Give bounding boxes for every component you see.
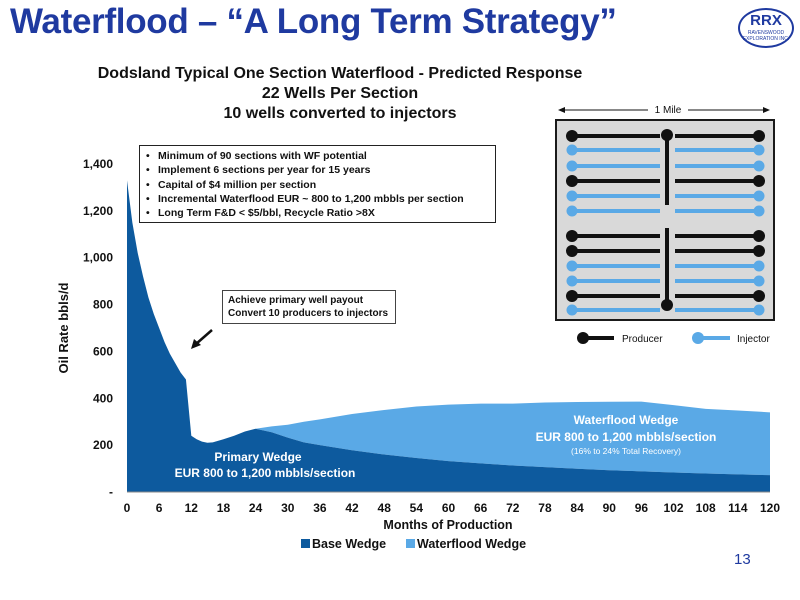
injector-well-right	[753, 160, 765, 172]
scale-bar-arrow-left	[558, 107, 565, 113]
injector-well-left	[566, 260, 578, 272]
logo-ring	[738, 8, 794, 48]
x-tick-label: 102	[664, 501, 684, 515]
chart-title-line2: 22 Wells Per Section	[261, 85, 419, 102]
x-tick-label: 66	[474, 501, 488, 515]
x-tick-label: 54	[410, 501, 424, 515]
y-tick-label: 1,000	[83, 251, 113, 265]
injector-well-right	[753, 304, 765, 316]
x-tick-label: 108	[696, 501, 716, 515]
injector-well-right	[753, 190, 765, 202]
injector-well-left	[566, 190, 578, 202]
y-tick-label: 1,400	[83, 157, 113, 171]
x-tick-label: 24	[249, 501, 263, 515]
producer-well-left	[566, 175, 578, 187]
key-point: Capital of $4 million per section	[146, 178, 491, 192]
producer-well-left	[566, 230, 578, 242]
slide-title: Waterflood – “A Long Term Strategy”	[10, 2, 617, 41]
x-tick-label: 96	[635, 501, 649, 515]
callout-line1: Achieve primary well payout	[228, 295, 364, 306]
x-tick-label: 72	[506, 501, 520, 515]
x-tick-label: 120	[760, 501, 780, 515]
producer-well-right	[753, 230, 765, 242]
x-tick-label: 42	[345, 501, 359, 515]
x-tick-label: 78	[538, 501, 552, 515]
x-tick-label: 48	[378, 501, 392, 515]
chart-title-line3: 10 wells converted to injectors	[223, 105, 457, 122]
scale-bar-label: 1 Mile	[655, 105, 682, 116]
scale-bar-arrow-right	[763, 107, 770, 113]
chart-title: Dodsland Typical One Section Waterflood …	[60, 64, 620, 124]
key-point: Implement 6 sections per year for 15 yea…	[146, 163, 491, 177]
logo-subtitle-line1: RAVENSWOOD	[747, 30, 785, 36]
producer-well-left	[566, 245, 578, 257]
x-tick-label: 12	[185, 501, 199, 515]
producer-well-right	[753, 290, 765, 302]
vertical-producer-lower-well	[661, 299, 673, 311]
key-points-box: Minimum of 90 sections with WF potential…	[139, 145, 496, 223]
y-tick-label: 600	[93, 344, 113, 358]
x-tick-label: 60	[442, 501, 456, 515]
injector-well-left	[566, 205, 578, 217]
x-axis-title: Months of Production	[383, 518, 512, 532]
legend-producer-label: Producer	[622, 334, 663, 345]
waterflood-wedge-recovery: (16% to 24% Total Recovery)	[571, 446, 681, 456]
x-tick-label: 36	[313, 501, 327, 515]
y-tick-label: 200	[93, 438, 113, 452]
waterflood-wedge-area	[127, 180, 770, 476]
waterflood-wedge-eur: EUR 800 to 1,200 mbbls/section	[536, 430, 717, 444]
legend-swatch-base	[301, 539, 310, 548]
key-point: Long Term F&D < $5/bbl, Recycle Ratio >8…	[146, 206, 491, 220]
chart-title-line1: Dodsland Typical One Section Waterflood …	[97, 65, 583, 82]
injector-well-left	[566, 304, 578, 316]
injector-well-right	[753, 144, 765, 156]
legend-injector-label: Injector	[737, 334, 770, 345]
key-point: Minimum of 90 sections with WF potential	[146, 149, 491, 163]
x-tick-label: 0	[124, 501, 131, 515]
logo-subtitle: RAVENSWOOD EXPLORATION INC.	[738, 30, 794, 42]
waterflood-wedge-title: Waterflood Wedge	[574, 413, 679, 427]
y-tick-label: 400	[93, 391, 113, 405]
key-point: Incremental Waterflood EUR ~ 800 to 1,20…	[146, 192, 491, 206]
callout-line2: Convert 10 producers to injectors	[228, 308, 389, 319]
y-tick-label: -	[109, 485, 113, 499]
page-number: 13	[734, 551, 751, 568]
injector-well-right	[753, 275, 765, 287]
x-tick-label: 90	[603, 501, 617, 515]
legend-label-base: Base Wedge	[312, 537, 386, 551]
legend-label-waterflood: Waterflood Wedge	[417, 537, 526, 551]
x-tick-label: 84	[570, 501, 584, 515]
logo-mark: RRX	[750, 12, 782, 29]
injector-well-right	[753, 205, 765, 217]
legend-swatch-waterflood	[406, 539, 415, 548]
vertical-producer-upper-well	[661, 129, 673, 141]
payout-callout: Achieve primary well payout Convert 10 p…	[222, 290, 396, 324]
y-tick-label: 800	[93, 298, 113, 312]
producer-well-right	[753, 175, 765, 187]
logo-subtitle-line2: EXPLORATION INC.	[742, 36, 790, 42]
injector-well-left	[566, 144, 578, 156]
injector-well-right	[753, 260, 765, 272]
callout-arrow-line	[195, 329, 213, 345]
injector-well-left	[566, 160, 578, 172]
company-logo: RRX RAVENSWOOD EXPLORATION INC.	[738, 6, 794, 50]
y-tick-label: 1,200	[83, 204, 113, 218]
primary-wedge-title: Primary Wedge	[214, 450, 301, 464]
x-tick-label: 30	[281, 501, 295, 515]
producer-well-right	[753, 130, 765, 142]
x-tick-label: 18	[217, 501, 231, 515]
x-tick-label: 114	[728, 501, 748, 515]
producer-well-right	[753, 245, 765, 257]
primary-wedge-eur: EUR 800 to 1,200 mbbls/section	[175, 466, 356, 480]
x-tick-label: 6	[156, 501, 163, 515]
scale-bar-label-bg	[648, 102, 688, 116]
producer-well-left	[566, 130, 578, 142]
producer-well-left	[566, 290, 578, 302]
callout-arrow-head	[191, 339, 201, 349]
y-axis-title: Oil Rate bbls/d	[56, 282, 71, 373]
base-wedge-area	[127, 180, 770, 492]
injector-well-left	[566, 275, 578, 287]
